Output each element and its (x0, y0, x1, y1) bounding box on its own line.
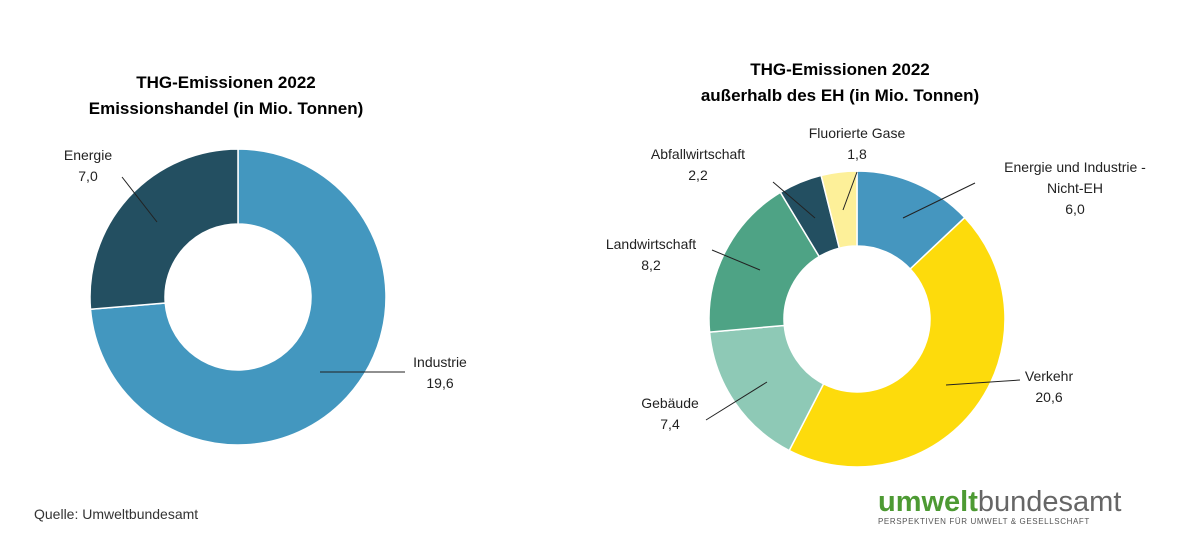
category-label: Gebäude (641, 395, 699, 411)
value-label: 2,2 (688, 167, 708, 183)
chart-title: THG-Emissionen 2022 (136, 73, 316, 92)
leader-line (121, 176, 158, 223)
value-label: 6,0 (1065, 201, 1085, 217)
category-label: Energie (63, 147, 113, 163)
value-label: 7,4 (660, 416, 680, 432)
chart-title-block: THG-Emissionen 2022 außerhalb des EH (in … (640, 57, 1040, 109)
value-label: 19,6 (426, 375, 454, 391)
logo-tagline: PERSPEKTIVEN FÜR UMWELT & GESELLSCHAFT (878, 517, 1090, 526)
value-label: 7,0 (78, 168, 98, 184)
category-label: Verkehr (1024, 368, 1074, 384)
value-label: 8,2 (641, 257, 661, 273)
slice (820, 170, 858, 250)
chart-title: THG-Emissionen 2022 (750, 60, 930, 79)
data-label: Industrie 19,6 (380, 352, 500, 394)
leader-line (945, 379, 1021, 386)
leader-line (842, 171, 858, 211)
category-label: Industrie (413, 354, 467, 370)
source: Quelle: Umweltbundesamt (34, 506, 199, 522)
value-label: 20,6 (1035, 389, 1063, 405)
data-label: Energie 7,0 (48, 145, 128, 187)
category-label: Fluorierte Gase (808, 125, 906, 141)
chart-subtitle: außerhalb des EH (in Mio. Tonnen) (700, 86, 980, 105)
data-label: Fluorierte Gase 1,8 (792, 123, 922, 165)
slice (89, 148, 239, 311)
data-label: Landwirtschaft 8,2 (591, 234, 711, 276)
category-label: Landwirtschaft (605, 236, 697, 252)
leader-line (705, 381, 768, 421)
logo-part: bundesamt (977, 486, 1122, 518)
leader-line (772, 181, 816, 219)
data-label: Energie und Industrie - Nicht-EH 6,0 (985, 157, 1165, 220)
category-label: Energie und Industrie - Nicht-EH (1004, 159, 1146, 196)
data-label: Gebäude 7,4 (630, 393, 710, 435)
value-label: 1,8 (847, 146, 867, 162)
logo: umweltbundesamt PERSPEKTIVEN FÜR UMWELT &… (878, 486, 1121, 526)
leader-line (711, 249, 761, 271)
slice (708, 191, 821, 333)
chart-title-block: THG-Emissionen 2022 Emissionshandel (in M… (26, 70, 426, 122)
slice (89, 148, 387, 446)
chart-subtitle: Emissionshandel (in Mio. Tonnen) (88, 99, 364, 118)
data-label: Verkehr 20,6 (1009, 366, 1089, 408)
leader-line (902, 182, 976, 219)
data-label: Abfallwirtschaft 2,2 (633, 144, 763, 186)
slice (788, 216, 1006, 468)
logo-part: umwelt (878, 486, 978, 518)
category-label: Abfallwirtschaft (650, 146, 746, 162)
